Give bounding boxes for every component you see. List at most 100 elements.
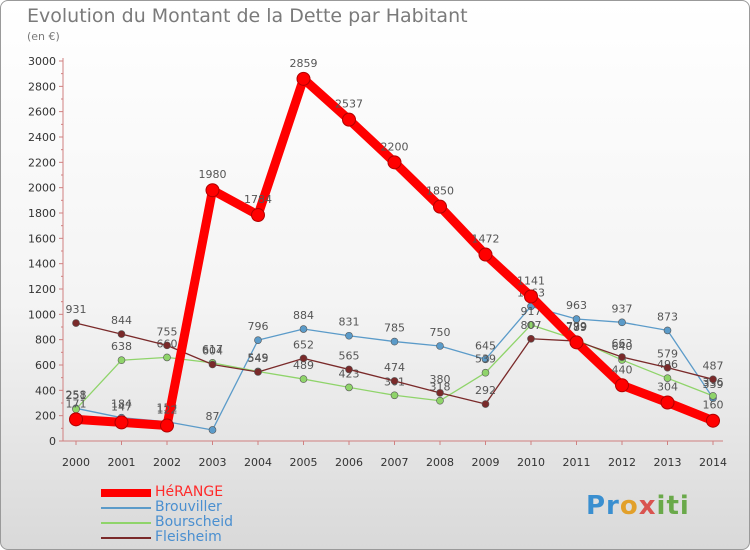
x-tick-label: 2007 [381,456,409,469]
data-label-fleisheim: 755 [157,325,178,338]
legend-swatch-brouviller [101,507,151,509]
data-label-bourscheid: 539 [475,353,496,366]
data-point-herange [569,335,584,350]
y-tick-label: 0 [49,435,56,448]
data-point-bourscheid [481,368,490,377]
data-point-fleisheim [527,334,535,343]
x-tick-label: 2010 [517,456,545,469]
chart-subtitle: (en €) [27,30,60,43]
data-point-herange [296,71,311,86]
y-tick-label: 200 [35,410,56,423]
legend-label-herange: HéRANGE [155,484,224,500]
data-point-herange [524,289,538,304]
data-point-herange [478,247,493,262]
data-label-brouviller: 831 [339,316,360,329]
x-tick-label: 2002 [153,456,181,469]
data-point-herange [615,378,629,393]
data-point-fleisheim [254,368,262,376]
y-tick-label: 2600 [28,106,56,119]
y-tick-label: 1400 [28,258,56,271]
data-label-brouviller: 963 [566,299,587,312]
data-label-herange: 122 [157,404,178,417]
data-point-brouviller [618,318,626,327]
data-label-herange: 2200 [381,140,409,153]
data-point-brouviller [390,337,399,346]
x-tick-label: 2013 [654,456,682,469]
data-point-brouviller [572,315,581,323]
data-label-herange: 1980 [199,168,227,181]
x-tick-label: 2011 [563,456,591,469]
data-label-herange: 1784 [244,193,272,206]
data-point-herange [251,208,265,223]
data-label-fleisheim: 807 [521,319,542,332]
data-point-fleisheim [618,353,626,361]
data-point-fleisheim [663,363,672,372]
y-tick-label: 2000 [28,182,56,195]
data-point-herange [160,418,174,433]
data-point-bourscheid [117,356,126,364]
data-point-herange [433,199,447,214]
data-label-herange: 160 [703,399,724,412]
data-label-brouviller: 785 [384,322,405,335]
data-label-fleisheim: 474 [384,361,405,374]
data-label-brouviller: 184 [111,398,132,411]
y-tick-label: 600 [35,359,56,372]
y-tick-label: 1800 [28,207,56,220]
y-tick-label: 400 [35,384,56,397]
data-label-brouviller: 884 [293,309,314,322]
y-tick-label: 2400 [28,131,56,144]
data-point-fleisheim [481,400,490,408]
data-label-herange: 440 [612,363,633,376]
y-tick-label: 3000 [28,55,56,68]
data-label-brouviller: 645 [475,339,496,352]
proxiti-logo: Proxiti [586,491,690,521]
data-label-brouviller: 937 [612,302,633,315]
data-label-herange: 1141 [517,274,545,287]
data-label-fleisheim: 844 [111,314,132,327]
data-point-fleisheim [709,375,717,384]
x-tick-label: 2000 [62,456,90,469]
data-label-herange: 2537 [335,98,363,111]
legend-label-bourscheid: Bourscheid [155,514,234,530]
x-tick-label: 2012 [608,456,636,469]
data-label-herange: 171 [66,397,87,410]
chart-title: Evolution du Montant de la Dette par Hab… [27,5,468,27]
data-point-brouviller [254,336,262,344]
y-tick-label: 1200 [28,283,56,296]
data-label-herange: 779 [566,320,587,333]
data-label-bourscheid: 251 [66,389,87,402]
data-label-fleisheim: 579 [657,348,678,361]
data-label-herange: 147 [111,400,132,413]
data-label-bourscheid: 489 [293,359,314,372]
data-label-herange: 2859 [290,57,318,70]
data-label-fleisheim: 292 [475,384,496,397]
data-point-herange [387,155,402,170]
data-label-brouviller: 873 [657,310,678,323]
legend-swatch-bourscheid [101,522,151,524]
data-point-fleisheim [163,341,171,350]
data-point-brouviller [481,355,490,364]
data-label-herange: 1850 [426,185,454,198]
data-point-brouviller [436,342,444,350]
data-label-bourscheid: 638 [111,340,132,353]
legend-swatch-fleisheim [101,537,151,539]
data-point-brouviller [345,331,353,340]
data-point-fleisheim [390,377,399,385]
data-point-bourscheid [527,321,535,329]
data-label-brouviller: 796 [248,320,269,333]
data-point-bourscheid [345,383,353,392]
data-point-herange [660,395,675,410]
data-label-bourscheid: 549 [248,351,269,364]
data-point-bourscheid [436,396,444,405]
data-label-fleisheim: 663 [612,337,633,350]
line-chart: 0 200 400 600 800 1000 1200 1400 1600 1800 2000 220… [28,55,727,469]
data-label-brouviller: 87 [206,410,220,423]
y-tick-label: 2200 [28,156,56,169]
data-label-fleisheim: 931 [66,303,87,316]
x-tick-label: 2009 [472,456,500,469]
data-label-bourscheid: 640 [612,340,633,353]
x-tick-label: 2001 [108,456,136,469]
data-point-fleisheim [345,365,353,374]
legend-label-fleisheim: Fleisheim [155,529,222,545]
